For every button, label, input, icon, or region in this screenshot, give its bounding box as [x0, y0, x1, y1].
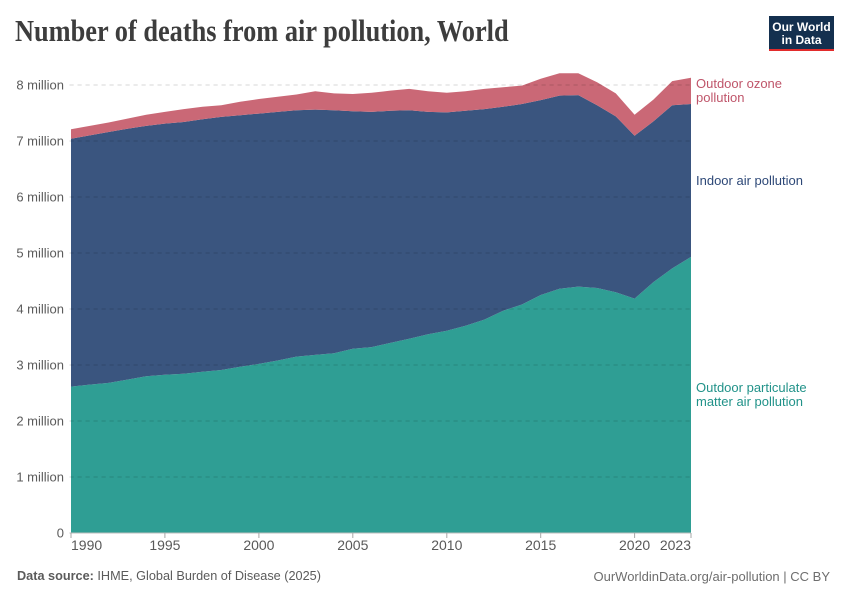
svg-text:Outdoor particulate: Outdoor particulate	[696, 380, 807, 395]
svg-text:pollution: pollution	[696, 90, 744, 105]
svg-text:2010: 2010	[431, 537, 462, 553]
svg-text:6 million: 6 million	[16, 190, 64, 205]
svg-text:Indoor air pollution: Indoor air pollution	[696, 173, 803, 188]
svg-text:1990: 1990	[71, 537, 102, 553]
svg-text:2 million: 2 million	[16, 414, 64, 429]
svg-text:1995: 1995	[149, 537, 180, 553]
svg-text:2015: 2015	[525, 537, 556, 553]
svg-text:0: 0	[57, 526, 64, 541]
svg-text:matter air pollution: matter air pollution	[696, 394, 803, 409]
svg-text:4 million: 4 million	[16, 302, 64, 317]
svg-text:2023: 2023	[660, 537, 691, 553]
svg-text:7 million: 7 million	[16, 134, 64, 149]
svg-text:1 million: 1 million	[16, 470, 64, 485]
svg-text:8 million: 8 million	[16, 78, 64, 93]
svg-text:3 million: 3 million	[16, 358, 64, 373]
svg-text:2005: 2005	[337, 537, 368, 553]
svg-text:2000: 2000	[243, 537, 274, 553]
svg-text:2020: 2020	[619, 537, 650, 553]
svg-text:5 million: 5 million	[16, 246, 64, 261]
svg-text:Outdoor ozone: Outdoor ozone	[696, 76, 782, 91]
